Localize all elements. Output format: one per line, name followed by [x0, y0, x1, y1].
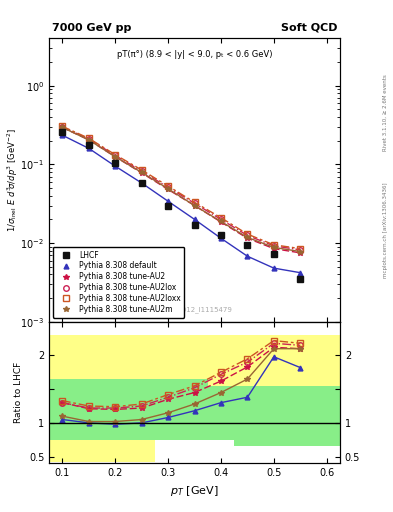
Pythia 8.308 tune-AU2lox: [272, 243, 276, 249]
Pythia 8.308 tune-AU2: [60, 124, 65, 131]
Pythia 8.308 tune-AU2loxx: [272, 242, 276, 248]
LHCF: [166, 202, 171, 208]
Pythia 8.308 tune-AU2m: [298, 248, 303, 254]
Y-axis label: Ratio to LHCF: Ratio to LHCF: [14, 362, 23, 423]
Line: Pythia 8.308 tune-AU2lox: Pythia 8.308 tune-AU2lox: [60, 124, 303, 252]
Pythia 8.308 default: [86, 145, 91, 152]
Text: mcplots.cern.ch [arXiv:1306.3436]: mcplots.cern.ch [arXiv:1306.3436]: [383, 183, 388, 278]
Bar: [208, 335, 234, 440]
Line: Pythia 8.308 default: Pythia 8.308 default: [60, 133, 303, 275]
LHCF: [113, 160, 118, 166]
Pythia 8.308 tune-AU2m: [139, 169, 144, 176]
Bar: [155, 335, 208, 440]
Line: Pythia 8.308 tune-AU2m: Pythia 8.308 tune-AU2m: [60, 125, 303, 254]
Pythia 8.308 tune-AU2m: [219, 219, 223, 225]
Bar: [129, 379, 155, 440]
Bar: [102, 335, 155, 462]
Pythia 8.308 tune-AU2m: [166, 186, 171, 192]
Pythia 8.308 tune-AU2lox: [192, 200, 197, 206]
Pythia 8.308 default: [298, 270, 303, 276]
Text: Rivet 3.1.10, ≥ 2.6M events: Rivet 3.1.10, ≥ 2.6M events: [383, 74, 388, 151]
Bar: [234, 335, 261, 440]
Pythia 8.308 default: [113, 163, 118, 169]
Pythia 8.308 tune-AU2loxx: [166, 183, 171, 189]
Pythia 8.308 tune-AU2lox: [298, 247, 303, 253]
LHCF: [60, 130, 65, 136]
Pythia 8.308 tune-AU2: [139, 170, 144, 176]
Pythia 8.308 tune-AU2lox: [245, 232, 250, 239]
LHCF: [86, 142, 91, 148]
Pythia 8.308 tune-AU2m: [113, 154, 118, 160]
Pythia 8.308 default: [245, 253, 250, 259]
Pythia 8.308 tune-AU2loxx: [298, 246, 303, 252]
Pythia 8.308 default: [272, 265, 276, 271]
LHCF: [219, 232, 223, 239]
Pythia 8.308 tune-AU2m: [86, 137, 91, 143]
Line: LHCF: LHCF: [59, 130, 303, 282]
Pythia 8.308 tune-AU2: [298, 250, 303, 256]
Pythia 8.308 tune-AU2m: [60, 124, 65, 131]
LHCF: [245, 242, 250, 248]
Bar: [234, 386, 261, 446]
Pythia 8.308 tune-AU2lox: [113, 153, 118, 159]
Pythia 8.308 default: [60, 132, 65, 138]
Pythia 8.308 tune-AU2loxx: [219, 215, 223, 221]
Pythia 8.308 default: [166, 198, 171, 204]
Pythia 8.308 tune-AU2loxx: [245, 231, 250, 237]
Line: Pythia 8.308 tune-AU2: Pythia 8.308 tune-AU2: [60, 125, 303, 255]
Bar: [155, 379, 208, 440]
Bar: [49, 379, 102, 440]
LHCF: [139, 180, 144, 186]
Pythia 8.308 tune-AU2loxx: [139, 167, 144, 173]
Pythia 8.308 tune-AU2: [166, 186, 171, 193]
Pythia 8.308 default: [139, 180, 144, 186]
Pythia 8.308 tune-AU2m: [245, 234, 250, 241]
Pythia 8.308 tune-AU2loxx: [113, 152, 118, 158]
Pythia 8.308 tune-AU2: [245, 235, 250, 241]
Pythia 8.308 tune-AU2: [272, 246, 276, 252]
Pythia 8.308 tune-AU2loxx: [60, 123, 65, 130]
Line: Pythia 8.308 tune-AU2loxx: Pythia 8.308 tune-AU2loxx: [60, 123, 303, 251]
Pythia 8.308 tune-AU2: [219, 219, 223, 225]
Pythia 8.308 tune-AU2lox: [86, 136, 91, 142]
Pythia 8.308 tune-AU2: [113, 154, 118, 160]
Pythia 8.308 tune-AU2: [86, 137, 91, 143]
Pythia 8.308 tune-AU2loxx: [86, 135, 91, 141]
Pythia 8.308 tune-AU2lox: [219, 216, 223, 222]
Pythia 8.308 tune-AU2lox: [139, 168, 144, 174]
Y-axis label: $1/\sigma_\mathrm{inel}\ E\ d^3\!\sigma/dp^3\ [\mathrm{GeV}^{-2}]$: $1/\sigma_\mathrm{inel}\ E\ d^3\!\sigma/…: [6, 128, 20, 232]
X-axis label: $p_T\ [\mathrm{GeV}]$: $p_T\ [\mathrm{GeV}]$: [170, 484, 219, 498]
Pythia 8.308 tune-AU2lox: [166, 184, 171, 190]
Bar: [49, 335, 102, 462]
Text: LHCF_2012_I1115479: LHCF_2012_I1115479: [156, 307, 233, 313]
Text: Soft QCD: Soft QCD: [281, 23, 337, 33]
Bar: [208, 386, 234, 440]
LHCF: [272, 251, 276, 258]
Pythia 8.308 default: [192, 216, 197, 222]
Text: 7000 GeV pp: 7000 GeV pp: [52, 23, 131, 33]
LHCF: [192, 222, 197, 228]
Bar: [102, 379, 129, 440]
Text: pT(π°) (8.9 < |y| < 9.0, pₜ < 0.6 GeV): pT(π°) (8.9 < |y| < 9.0, pₜ < 0.6 GeV): [117, 50, 272, 59]
Bar: [261, 335, 287, 440]
Bar: [287, 386, 340, 446]
Bar: [261, 386, 287, 446]
Legend: LHCF, Pythia 8.308 default, Pythia 8.308 tune-AU2, Pythia 8.308 tune-AU2lox, Pyt: LHCF, Pythia 8.308 default, Pythia 8.308…: [53, 247, 184, 318]
Pythia 8.308 default: [219, 235, 223, 241]
Pythia 8.308 tune-AU2: [192, 202, 197, 208]
Pythia 8.308 tune-AU2loxx: [192, 199, 197, 205]
Bar: [287, 335, 340, 440]
LHCF: [298, 276, 303, 282]
Pythia 8.308 tune-AU2m: [192, 202, 197, 208]
Pythia 8.308 tune-AU2lox: [60, 124, 65, 130]
Pythia 8.308 tune-AU2m: [272, 244, 276, 250]
